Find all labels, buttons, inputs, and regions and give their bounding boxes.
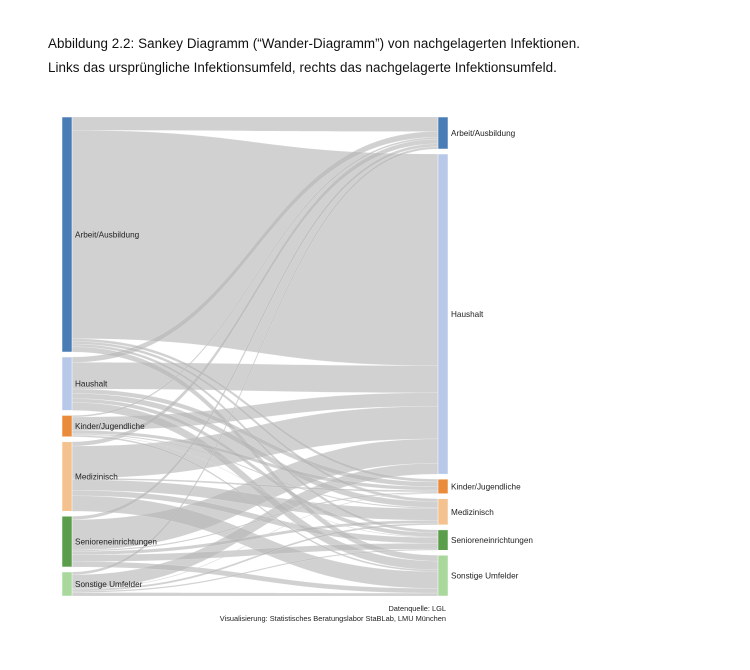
link-haushalt-to-haushalt [71, 362, 439, 393]
figure-caption: Abbildung 2.2: Sankey Diagramm (“Wander-… [48, 32, 748, 80]
left-node-label-sonstige: Sonstige Umfelder [75, 580, 143, 589]
right-node-haushalt [437, 153, 449, 475]
left-node-label-arbeit: Arbeit/Ausbildung [75, 231, 140, 240]
caption-line-1: Abbildung 2.2: Sankey Diagramm (“Wander-… [48, 36, 581, 51]
left-node-kinder [61, 415, 73, 438]
right-node-label-sonstige: Sonstige Umfelder [451, 572, 519, 581]
right-node-medizinisch [437, 498, 449, 526]
link-arbeit-to-arbeit [71, 116, 439, 132]
left-node-sonstige [61, 571, 73, 597]
right-node-sonstige [437, 555, 449, 597]
sankey-labels: Arbeit/Ausbildung Haushalt Kinder/Jugendli… [75, 129, 533, 589]
left-node-medizinisch [61, 441, 73, 512]
right-node-label-haushalt: Haushalt [451, 310, 484, 319]
right-node-label-kinder: Kinder/Jugendliche [451, 482, 521, 491]
right-node-label-arbeit: Arbeit/Ausbildung [451, 129, 516, 138]
left-node-senioren [61, 515, 73, 568]
left-node-label-medizinisch: Medizinisch [75, 473, 118, 482]
data-source-note: Datenquelle: LGL [388, 604, 446, 613]
right-node-label-senioren: Senioreneinrichtungen [451, 536, 533, 545]
left-node-haushalt [61, 356, 73, 411]
left-node-label-kinder: Kinder/Jugendliche [75, 422, 145, 431]
right-node-kinder [437, 478, 449, 494]
caption-line-2: Links das ursprüngliche Infektionsumfeld… [48, 60, 557, 75]
left-node-label-senioren: Senioreneinrichtungen [75, 538, 157, 547]
right-node-label-medizinisch: Medizinisch [451, 508, 494, 517]
sankey-nodes [61, 116, 449, 597]
link-sonstige-to-sonstige [71, 592, 439, 597]
visualization-credit: Visualisierung: Statistisches Beratungsl… [220, 614, 446, 623]
left-node-arbeit [61, 116, 73, 353]
right-node-senioren [437, 529, 449, 551]
right-node-arbeit [437, 116, 449, 150]
sankey-links [71, 116, 439, 597]
left-node-label-haushalt: Haushalt [75, 380, 108, 389]
